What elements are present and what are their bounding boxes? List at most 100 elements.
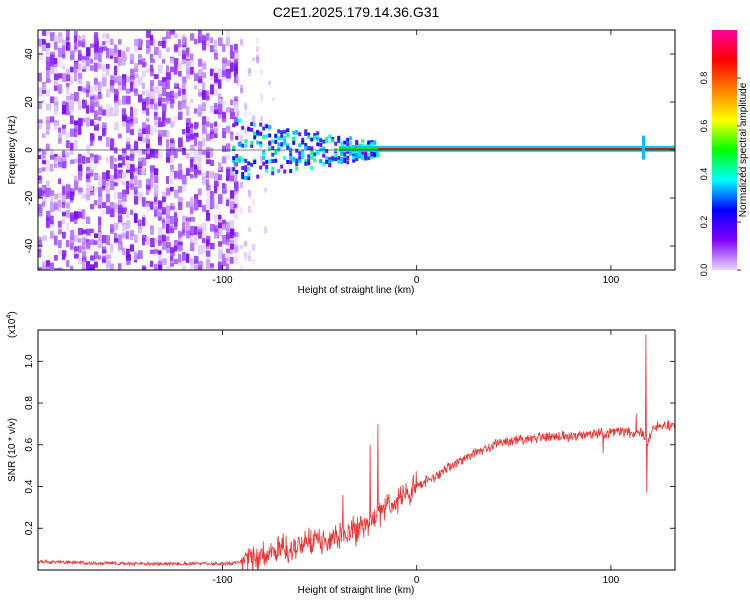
- heatmap-cell: [102, 46, 107, 51]
- heatmap-cell: [210, 190, 214, 200]
- heatmap-cell: [241, 166, 245, 171]
- heatmap-cell: [370, 142, 374, 147]
- heatmap-cell: [46, 187, 51, 198]
- heatmap-cell: [232, 159, 236, 164]
- heatmap-cell: [66, 223, 70, 231]
- heatmap-cell: [230, 201, 234, 210]
- heatmap-cell: [66, 73, 71, 82]
- heatmap-cell: [310, 137, 314, 142]
- heatmap-cell: [178, 245, 183, 252]
- heatmap-cell: [214, 53, 219, 60]
- heatmap-cell: [126, 220, 131, 229]
- heatmap-cell: [146, 203, 150, 213]
- snr-ylabel: SNR (10 * v/v): [7, 418, 18, 482]
- heatmap-cell: [322, 139, 326, 144]
- heatmap-cell: [236, 103, 240, 112]
- heatmap-cell: [62, 54, 66, 59]
- heatmap-cell: [66, 36, 70, 45]
- heatmap-cell: [346, 155, 350, 160]
- spectrogram-xlabel: Height of straight line (km): [298, 285, 415, 296]
- heatmap-cell: [198, 76, 203, 83]
- heatmap-cell: [230, 135, 234, 142]
- heatmap-cell: [118, 263, 122, 270]
- heatmap-cell: [289, 152, 293, 157]
- heatmap-cell: [114, 169, 118, 179]
- heatmap-cell: [46, 160, 51, 171]
- heatmap-cell: [186, 167, 190, 176]
- heatmap-cell: [134, 234, 138, 243]
- heatmap-cell: [214, 185, 218, 194]
- heatmap-cell: [106, 48, 110, 55]
- heatmap-cell: [122, 224, 127, 232]
- heatmap-cell: [102, 76, 106, 82]
- heatmap-cell: [214, 102, 218, 108]
- heatmap-cell: [244, 162, 248, 167]
- heatmap-cell: [218, 248, 222, 258]
- heatmap-cell: [182, 265, 187, 270]
- heatmap-cell: [70, 142, 74, 150]
- heatmap-cell: [70, 265, 74, 270]
- heatmap-cell: [90, 169, 94, 177]
- heatmap-cell: [102, 235, 107, 244]
- x-tick-label: 0: [414, 275, 420, 286]
- heatmap-cell: [130, 124, 135, 130]
- heatmap-cell: [62, 201, 66, 209]
- heatmap-cell: [74, 211, 79, 220]
- heatmap-cell: [118, 75, 122, 86]
- heatmap-cell: [194, 108, 198, 114]
- heatmap-cell: [162, 103, 167, 112]
- heatmap-cell: [54, 73, 59, 81]
- heatmap-cell: [46, 260, 51, 270]
- heatmap-cell: [210, 171, 215, 179]
- heatmap-cell: [142, 217, 146, 226]
- heatmap-cell: [194, 73, 199, 82]
- heatmap-cell: [74, 92, 79, 102]
- heatmap-cell: [78, 238, 82, 243]
- snr-ticks: -100 0 100 0.2 0.4 0.6 0.8 1.0: [24, 330, 675, 586]
- heatmap-cell: [218, 68, 223, 78]
- heatmap-cell: [122, 77, 126, 87]
- heatmap-cell: [70, 212, 75, 222]
- heatmap-cell: [271, 139, 275, 144]
- heatmap-cell: [198, 141, 203, 149]
- heatmap-cell: [170, 96, 175, 104]
- heatmap-cell: [42, 150, 46, 159]
- heatmap-cell: [166, 242, 171, 249]
- heatmap-cell: [194, 150, 198, 159]
- heatmap-cell: [238, 142, 242, 147]
- heatmap-cell: [94, 161, 98, 169]
- heatmap-cell: [142, 82, 146, 89]
- heatmap-cell: [235, 157, 239, 162]
- heatmap-cell: [122, 114, 127, 122]
- heatmap-cell: [122, 207, 127, 215]
- heatmap-cell: [250, 143, 254, 148]
- heatmap-cell: [206, 146, 211, 152]
- heatmap-cell: [178, 101, 182, 110]
- heatmap-cell: [247, 127, 251, 132]
- heatmap-cell: [94, 51, 99, 61]
- heatmap-cell: [134, 186, 138, 195]
- heatmap-cell: [154, 97, 158, 104]
- heatmap-cell: [307, 132, 311, 137]
- heatmap-cell: [134, 175, 138, 186]
- heatmap-cell: [226, 37, 230, 47]
- heatmap-cell: [158, 201, 163, 210]
- heatmap-cell: [134, 167, 139, 174]
- heatmap-cell: [214, 225, 218, 233]
- heatmap-cell: [202, 90, 207, 101]
- heatmap-cell: [236, 245, 240, 252]
- heatmap-cell: [218, 105, 223, 115]
- heatmap-cell: [256, 140, 260, 145]
- heatmap-cell: [42, 83, 47, 90]
- heatmap-cell: [194, 132, 199, 138]
- heatmap-cell: [234, 67, 239, 78]
- heatmap-cell: [50, 116, 55, 123]
- heatmap-cell: [325, 156, 329, 161]
- heatmap-cell: [222, 44, 226, 53]
- heatmap-cell: [298, 155, 302, 160]
- heatmap-cell: [166, 130, 170, 138]
- heatmap-cell: [214, 133, 218, 139]
- heatmap-cell: [82, 256, 87, 263]
- heatmap-cell: [66, 30, 70, 41]
